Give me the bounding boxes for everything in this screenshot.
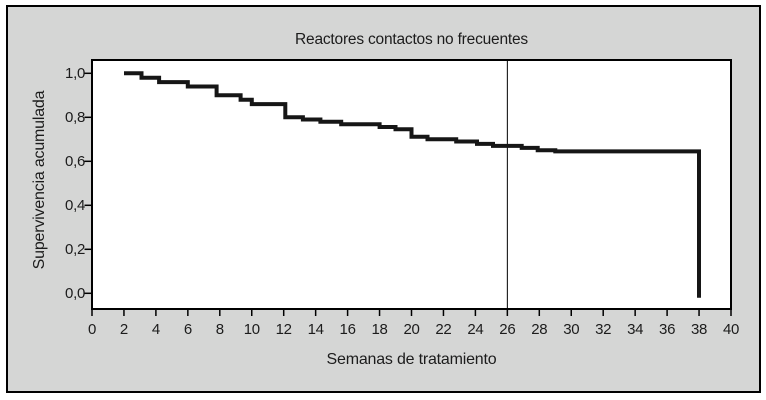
- x-tick-label-30: 30: [563, 321, 580, 338]
- x-tick-label-10: 10: [243, 321, 260, 338]
- y-tick-label-0_6: 0,6: [65, 153, 85, 171]
- x-tick-label-36: 36: [659, 321, 676, 338]
- chart-title: Reactores contactos no frecuentes: [295, 31, 528, 48]
- x-axis-title: Semanas de tratamiento: [326, 351, 497, 368]
- y-tick-label-0_2: 0,2: [65, 241, 85, 259]
- x-tick-label-8: 8: [215, 321, 224, 338]
- y-tick-label-1_0: 1,0: [65, 65, 85, 83]
- x-tick-label-22: 22: [435, 321, 452, 338]
- x-tick-label-14: 14: [307, 321, 324, 338]
- x-tick-label-18: 18: [371, 321, 388, 338]
- x-tick-label-32: 32: [595, 321, 612, 338]
- x-tick-label-12: 12: [275, 321, 292, 338]
- x-tick-label-4: 4: [151, 321, 160, 338]
- x-tick-label-26: 26: [499, 321, 516, 338]
- y-axis-title: Supervivencia acumulada: [31, 90, 48, 270]
- x-tick-label-0: 0: [87, 321, 97, 338]
- x-tick-label-38: 38: [691, 321, 708, 338]
- x-tick-label-28: 28: [531, 321, 548, 338]
- x-tick-label-24: 24: [467, 321, 484, 338]
- x-tick-label-40: 40: [722, 321, 740, 338]
- y-tick-label-0_4: 0,4: [65, 197, 85, 215]
- x-tick-label-16: 16: [339, 321, 356, 338]
- x-tick-label-6: 6: [183, 321, 192, 338]
- x-tick-label-20: 20: [403, 321, 420, 338]
- y-tick-label-0_8: 0,8: [65, 109, 85, 127]
- x-tick-label-34: 34: [627, 321, 644, 338]
- y-tick-label-0_0: 0,0: [65, 285, 85, 303]
- x-tick-label-2: 2: [119, 321, 128, 338]
